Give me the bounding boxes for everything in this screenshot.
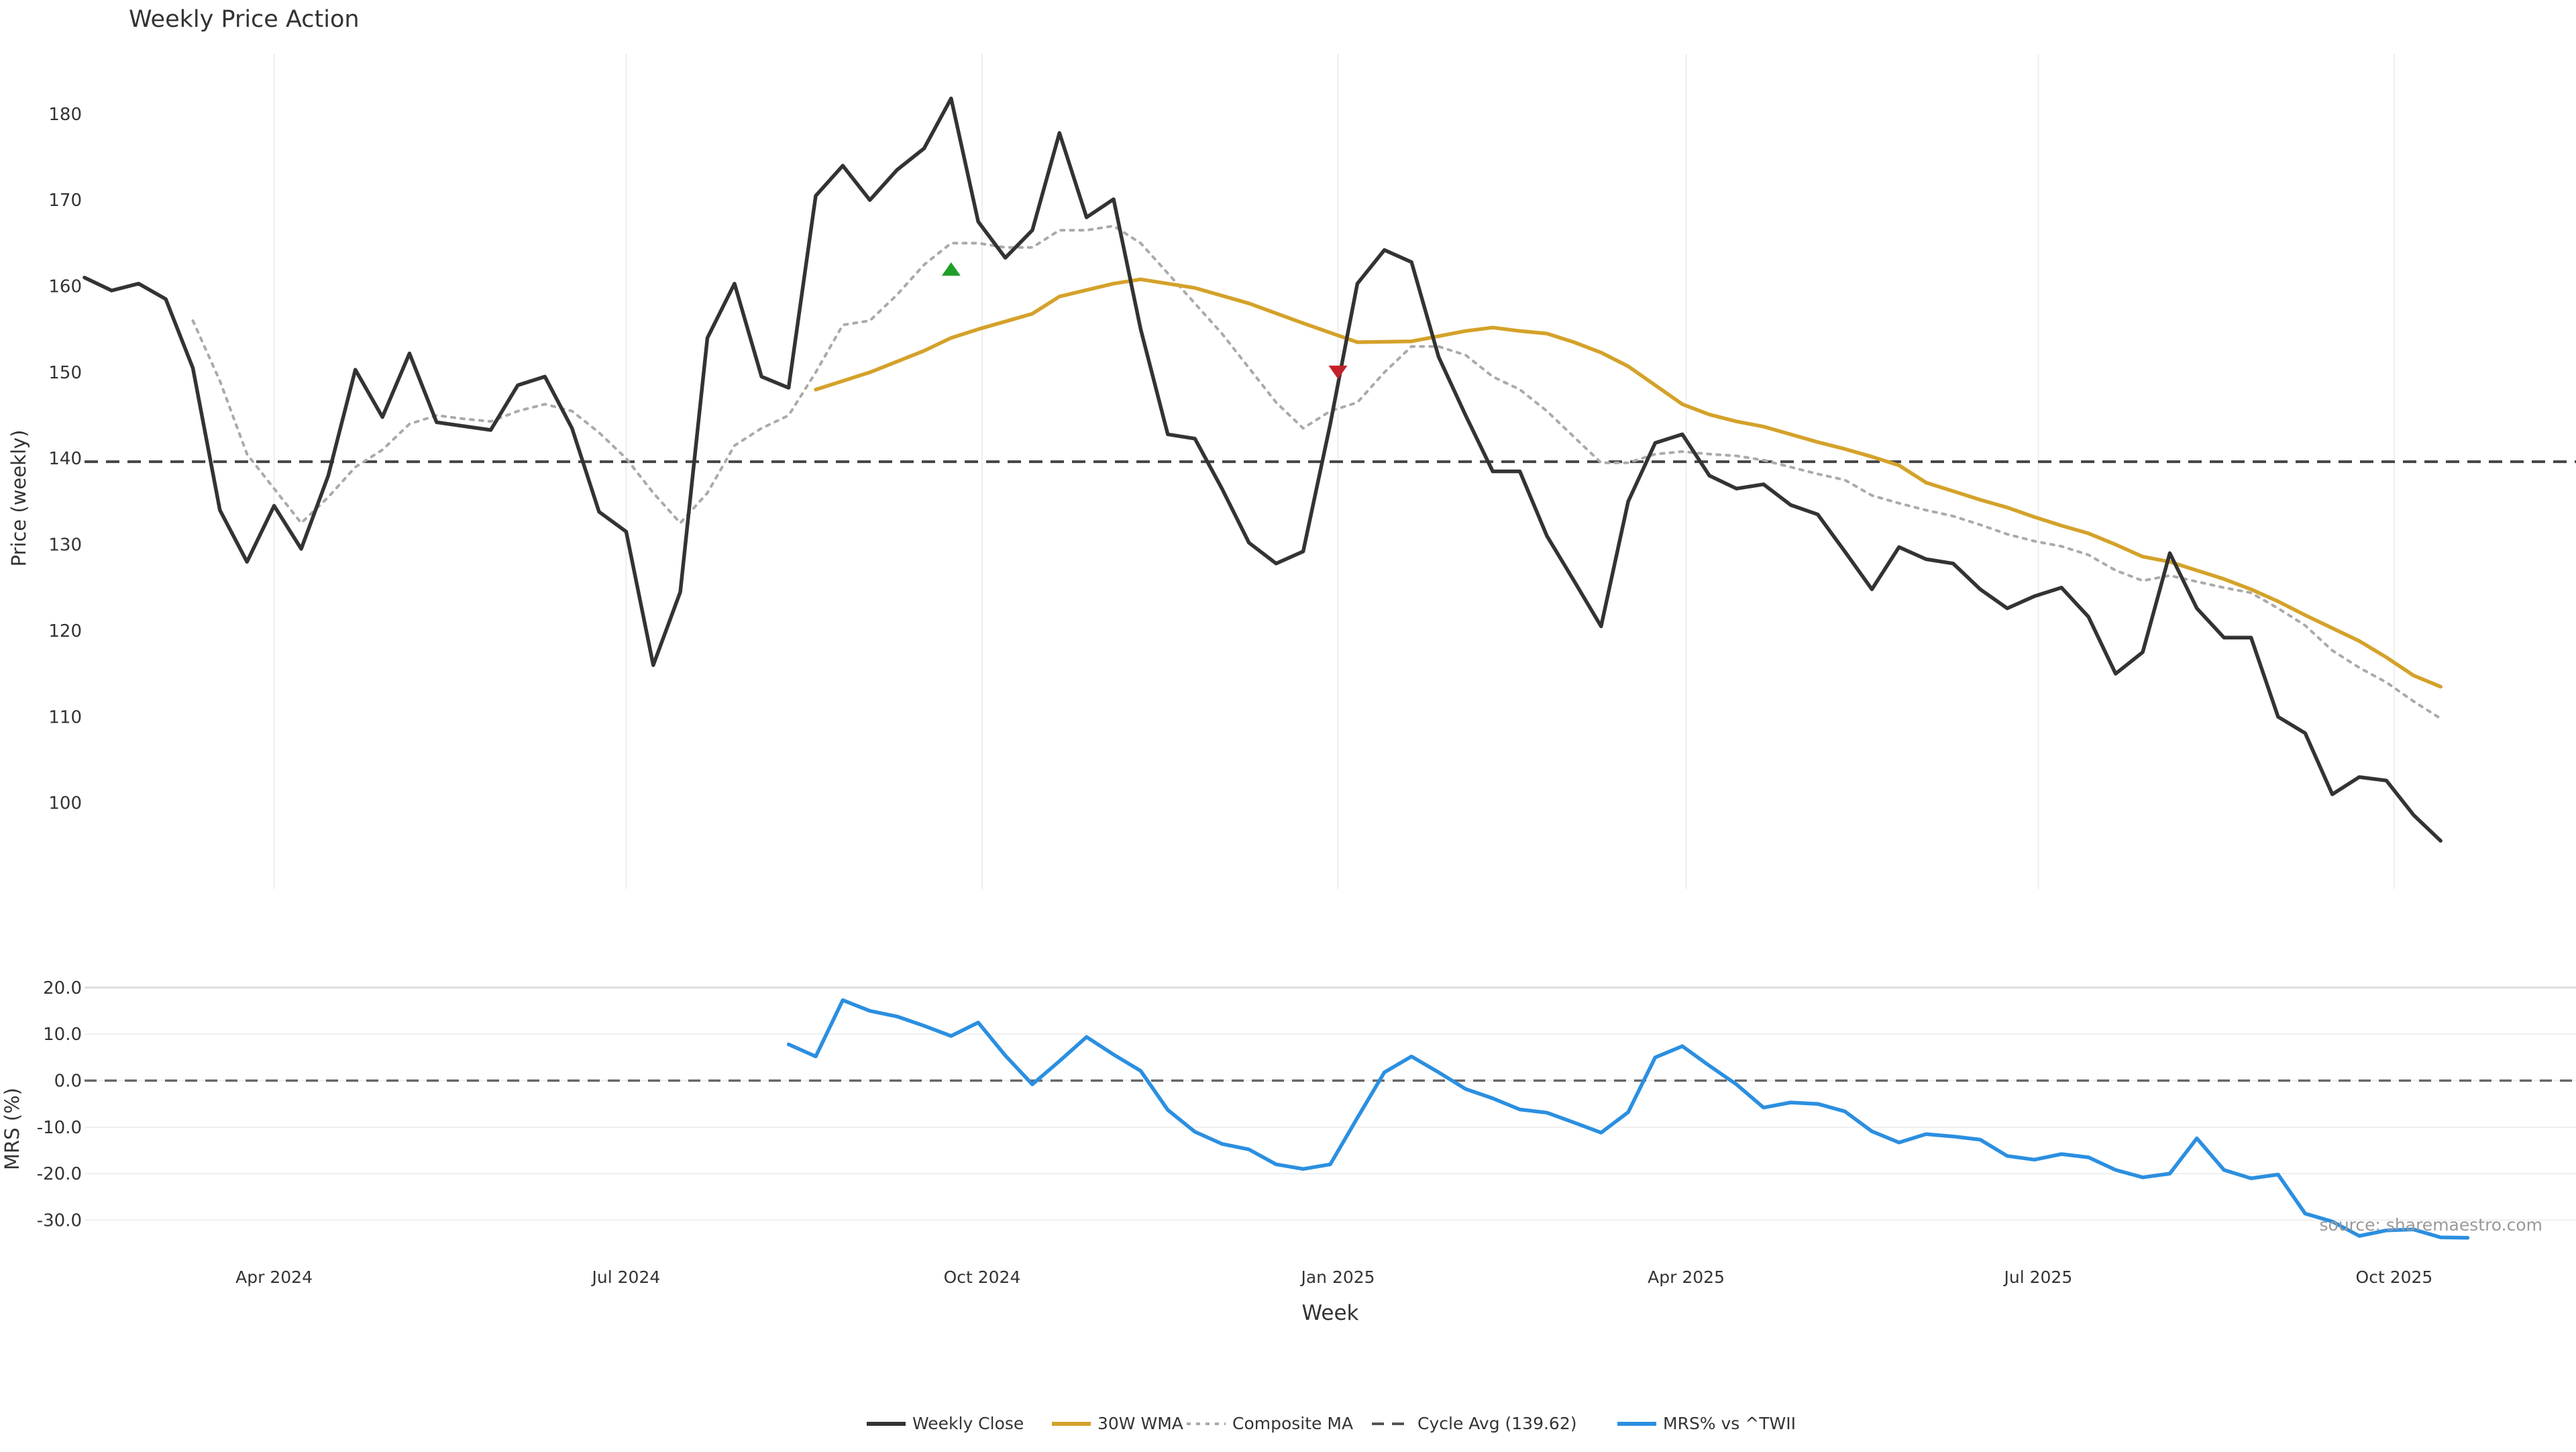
x-axis-label: Week	[1302, 1301, 1359, 1325]
legend-label-composite-ma: Composite MA	[1232, 1414, 1353, 1433]
mrs-y-tick-0: -30.0	[37, 1210, 82, 1231]
x-axis: Apr 2024 Jul 2024 Oct 2024 Jan 2025 Apr 2025…	[235, 1267, 2432, 1287]
series-30w-wma	[814, 277, 2443, 689]
x-tick-label-oct-2024: Oct 2024	[944, 1267, 1021, 1287]
x-tick-label-apr-2025: Apr 2025	[1648, 1267, 1725, 1287]
mrs-y-tick-5: 20.0	[43, 978, 82, 998]
price-y-tick-110: 110	[48, 707, 82, 727]
x-tick-label-jul-2025: Jul 2025	[2003, 1267, 2073, 1287]
mrs-y-tick-1: -20.0	[37, 1164, 82, 1184]
sell-signal-marker	[1328, 365, 1348, 379]
mrs-y-tick-2: -10.0	[37, 1118, 82, 1138]
mrs-y-tick-3: 0.0	[54, 1072, 82, 1092]
signal-markers	[941, 262, 1348, 379]
legend-item-composite-ma: Composite MA	[1187, 1414, 1353, 1433]
legend-item-cycle-avg-139-62: Cycle Avg (139.62)	[1372, 1414, 1577, 1433]
legend-label-weekly-close: Weekly Close	[912, 1414, 1024, 1433]
mrs-y-tick-4: 10.0	[43, 1025, 82, 1045]
mrs-series-group	[786, 998, 2470, 1240]
mrs-y-axis-label: MRS (%)	[1, 1088, 23, 1170]
buy-signal-marker	[941, 262, 961, 276]
x-tick-label-oct-2025: Oct 2025	[2356, 1267, 2433, 1287]
legend-label-30w-wma: 30W WMA	[1097, 1414, 1183, 1433]
price-y-tick-130: 130	[48, 535, 82, 556]
legend-item-30w-wma: 30W WMA	[1052, 1414, 1183, 1433]
legend-label-cycle-avg-139-62: Cycle Avg (139.62)	[1417, 1414, 1577, 1433]
series-composite-ma	[191, 224, 2443, 720]
source-annotation: source: sharemaestro.com	[2320, 1215, 2543, 1235]
price-panel: Weekly Price Action 100 110 120 130 140 150 16…	[7, 6, 2576, 889]
legend-item-mrs-vs-twii: MRS% vs ^TWII	[1617, 1414, 1796, 1433]
price-y-tick-140: 140	[48, 449, 82, 469]
x-tick-label-jul-2024: Jul 2024	[591, 1267, 661, 1287]
legend-label-mrs-vs-twii: MRS% vs ^TWII	[1663, 1414, 1796, 1433]
price-vertical-gridlines	[273, 54, 2395, 889]
price-y-axis-label: Price (weekly)	[7, 429, 30, 566]
series-mrs-vs-twii	[786, 998, 2470, 1240]
legend: Weekly Close 30W WMA Composite MA Cycle Avg…	[867, 1414, 1796, 1433]
series-weekly-close	[83, 96, 2443, 843]
price-y-tick-180: 180	[48, 105, 82, 125]
price-y-tick-170: 170	[48, 191, 82, 211]
price-series-group	[83, 96, 2443, 843]
x-tick-label-apr-2024: Apr 2024	[235, 1267, 313, 1287]
price-y-tick-100: 100	[48, 794, 82, 814]
price-y-tick-150: 150	[48, 363, 82, 383]
x-tick-label-jan-2025: Jan 2025	[1299, 1267, 1375, 1287]
price-y-tick-labels: 100 110 120 130 140 150 160 170 180	[48, 105, 82, 814]
mrs-y-tick-labels: -30.0 -20.0 -10.0 0.0 10.0 20.0	[37, 978, 82, 1231]
price-y-tick-120: 120	[48, 621, 82, 641]
legend-item-weekly-close: Weekly Close	[867, 1414, 1024, 1433]
chart-title: Weekly Price Action	[129, 6, 360, 33]
price-y-tick-160: 160	[48, 277, 82, 297]
mrs-panel: -30.0 -20.0 -10.0 0.0 10.0 20.0 MRS (%) sourc…	[1, 978, 2576, 1240]
mrs-horizontal-gridlines	[85, 986, 2576, 1221]
